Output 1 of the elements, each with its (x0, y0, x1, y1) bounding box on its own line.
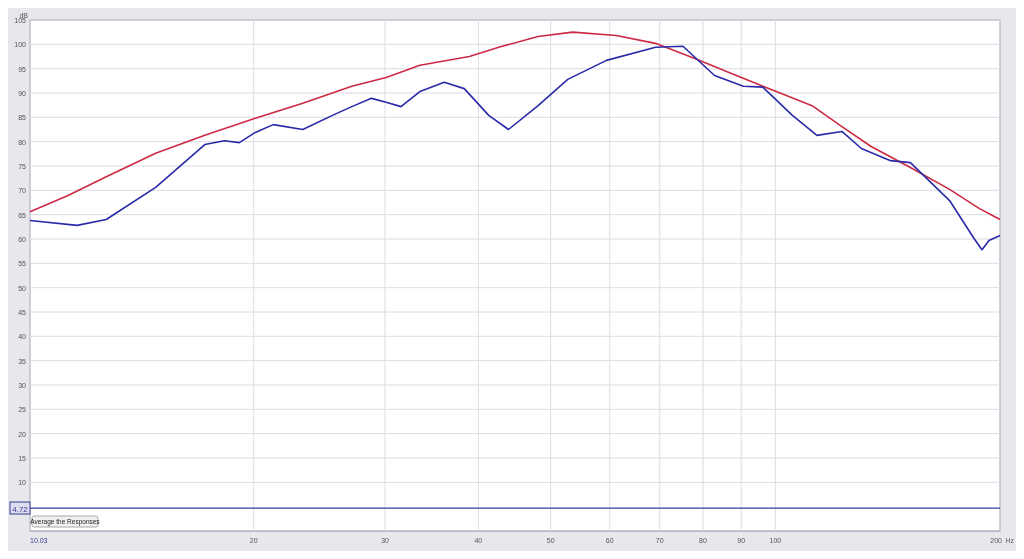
ref-line-label: 4.72 (12, 504, 29, 514)
